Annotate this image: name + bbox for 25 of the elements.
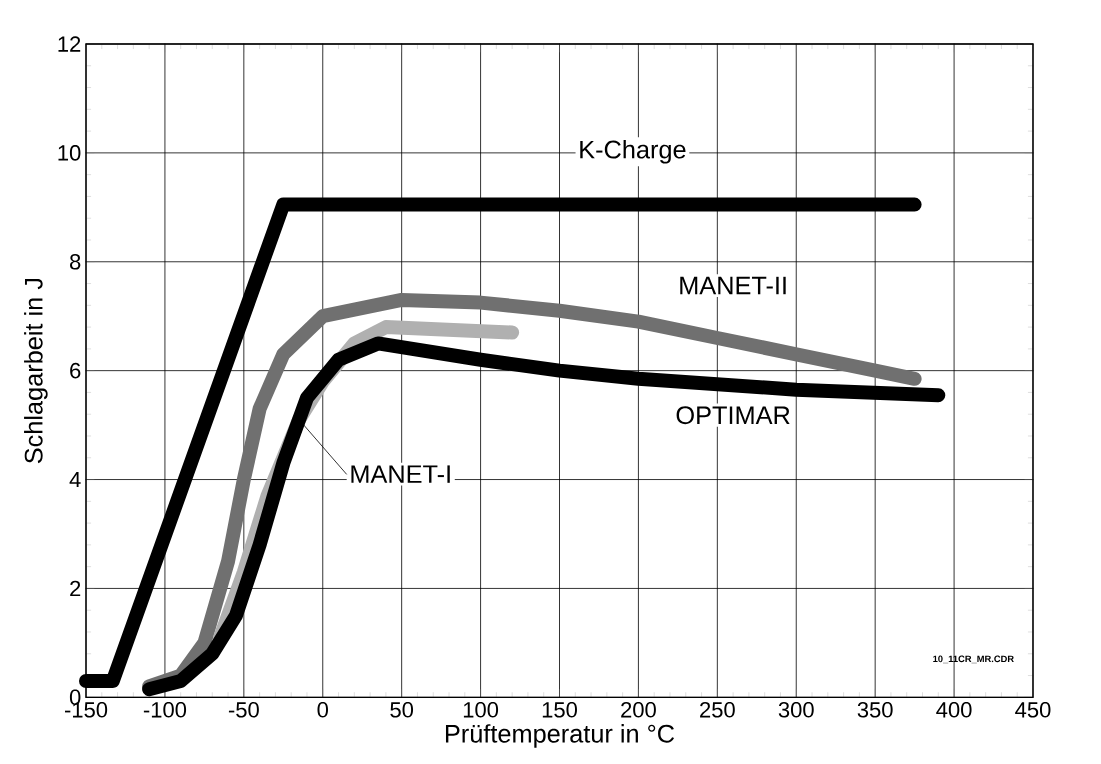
y-tick-label: 4 [69,471,81,488]
x-tick-label: 200 [621,702,656,718]
y-axis-title: Schlagarbeit in J [24,278,48,464]
y-tick-label: 2 [70,580,81,597]
x-tick-label: 350 [857,702,893,718]
x-tick-label: 250 [700,702,735,718]
series-label: OPTIMAR [676,406,790,425]
x-tick-label: 400 [936,702,972,718]
x-tick-label: -50 [228,702,259,718]
x-tick-label: 0 [317,702,329,718]
text: MANET-I [351,465,450,483]
x-tick-label: 150 [542,702,577,718]
x-tick-label: 100 [463,702,499,718]
x-tick-label: -100 [143,702,187,718]
annotation: 10_11CR_MR.CDR [933,655,1014,664]
y-tick-label: 10 [58,145,81,161]
y-tick-label: 12 [58,36,81,52]
y-tick-label: 8 [70,253,81,270]
x-axis-title: Prüftemperatur in °C [445,724,675,748]
series-label: K-Charge [580,139,686,164]
x-tick-label: 450 [1015,702,1051,718]
x-tick-label: 50 [390,702,414,718]
series-label: MANET-II [680,276,786,295]
x-tick-label: 300 [778,702,814,718]
y-tick-label: 6 [70,362,81,379]
